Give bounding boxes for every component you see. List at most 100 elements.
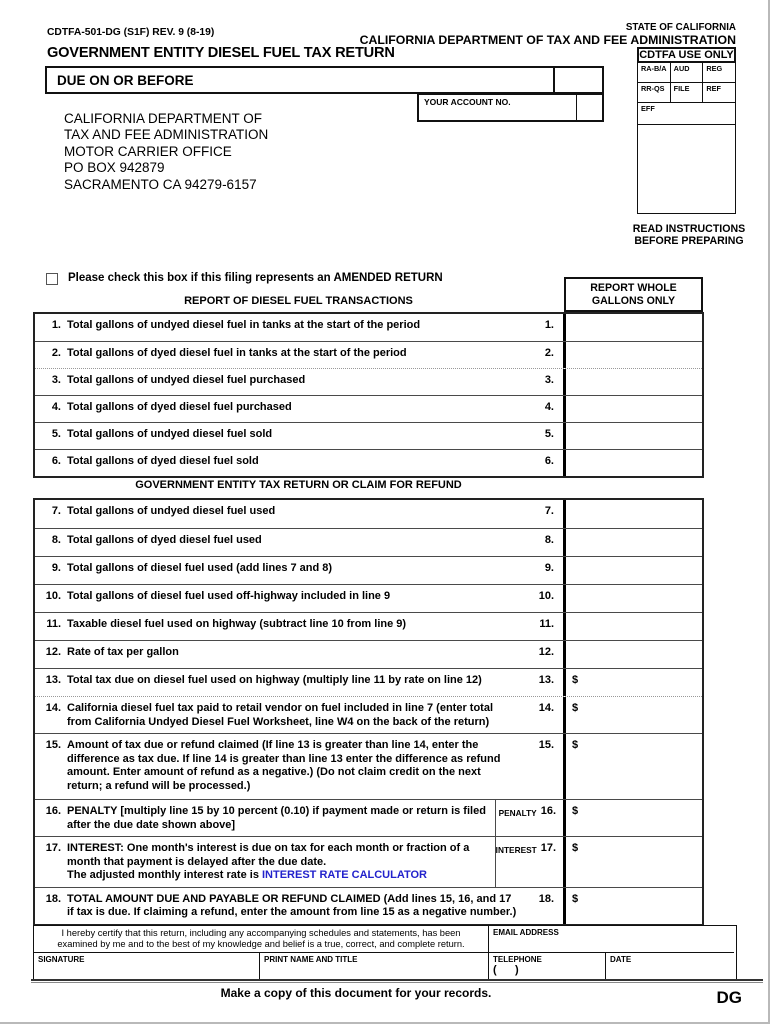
table-row: 11. Taxable diesel fuel used on highway (… <box>35 612 702 640</box>
email-address-field[interactable]: EMAIL ADDRESS <box>489 926 734 953</box>
line-number-left: 8. <box>51 534 61 546</box>
line-number-right: 4. <box>544 401 554 413</box>
due-date-cell[interactable] <box>553 68 602 92</box>
print-name-title-field[interactable]: PRINT NAME AND TITLE <box>260 953 489 979</box>
line-number-right: 15. <box>538 739 554 751</box>
table-row: 2. Total gallons of dyed diesel fuel in t… <box>35 341 702 368</box>
line-16-value-cell[interactable]: $ <box>566 800 702 836</box>
use-cell-reg: REG <box>703 63 736 83</box>
double-rule-divider <box>31 979 763 983</box>
row-description: 17. INTEREST: One month's interest is due… <box>35 837 566 887</box>
line-number-left: 5. <box>51 428 61 440</box>
row-description: 6. Total gallons of dyed diesel fuel sold… <box>35 450 566 476</box>
row-description: 3. Total gallons of undyed diesel fuel pu… <box>35 369 566 395</box>
line-number-left: 17. <box>45 842 61 854</box>
line-4-value-cell[interactable] <box>566 396 702 422</box>
signature-field[interactable]: SIGNATURE <box>34 953 260 979</box>
line-number-left: 15. <box>45 739 61 751</box>
row-description: 12. Rate of tax per gallon 12. <box>35 641 566 668</box>
table-row: 4. Total gallons of dyed diesel fuel purc… <box>35 395 702 422</box>
line-number-right: 7. <box>544 505 554 517</box>
line-number-right: 12. <box>538 646 554 658</box>
line-number-left: 3. <box>51 374 61 386</box>
row-text: PENALTY [multiply line 15 by 10 percent … <box>67 805 486 831</box>
line-12-value-cell[interactable] <box>566 641 702 668</box>
table-row: 18. TOTAL AMOUNT DUE AND PAYABLE OR REFUN… <box>35 886 702 924</box>
date-field[interactable]: DATE <box>606 953 734 979</box>
address-line: TAX AND FEE ADMINISTRATION <box>64 127 269 143</box>
table-row: 13. Total tax due on diesel fuel used on … <box>35 668 702 696</box>
dollar-sign: $ <box>572 674 579 686</box>
dollar-sign: $ <box>572 805 579 817</box>
line-number-right: 2. <box>544 347 554 359</box>
table-row: 10. Total gallons of diesel fuel used off… <box>35 584 702 612</box>
report-of-transactions-header: REPORT OF DIESEL FUEL TRANSACTIONS <box>184 295 413 307</box>
signature-label: SIGNATURE <box>38 955 85 964</box>
certification-statement: I hereby certify that this return, inclu… <box>34 926 489 953</box>
line-2-value-cell[interactable] <box>566 342 702 368</box>
line-number-right: 8. <box>544 534 554 546</box>
table-row: 8. Total gallons of dyed diesel fuel used… <box>35 528 702 556</box>
table-row: 12. Rate of tax per gallon 12. <box>35 640 702 668</box>
line-1-value-cell[interactable] <box>566 314 702 341</box>
line-number-left: 12. <box>45 646 61 658</box>
subcell-label: PENALTY <box>498 808 537 818</box>
line-number-left: 18. <box>45 892 61 905</box>
telephone-field[interactable]: TELEPHONE ( ) <box>489 953 606 979</box>
dollar-sign: $ <box>572 842 579 854</box>
account-number-field[interactable]: YOUR ACCOUNT NO. <box>424 97 511 107</box>
line-6-value-cell[interactable] <box>566 450 702 476</box>
form-corner-code: DG <box>716 988 743 1007</box>
line-number-right: 5. <box>544 428 554 440</box>
address-line: CALIFORNIA DEPARTMENT OF <box>64 111 263 126</box>
amended-return-checkbox[interactable] <box>46 273 58 285</box>
line-number-right: 17. <box>540 842 556 854</box>
line-number-left: 10. <box>45 590 61 602</box>
row-text: Total gallons of dyed diesel fuel in tan… <box>67 347 407 359</box>
address-line: PO BOX 942879 <box>64 160 165 176</box>
line-7-value-cell[interactable] <box>566 500 702 528</box>
penalty-interest-subcell: PENALTY 16. <box>495 800 563 836</box>
account-number-suffix-cell[interactable] <box>576 95 602 120</box>
line-11-value-cell[interactable] <box>566 613 702 640</box>
due-on-or-before-label: DUE ON OR BEFORE <box>57 73 194 88</box>
line-15-value-cell[interactable]: $ <box>566 734 702 799</box>
table-row: 3. Total gallons of undyed diesel fuel pu… <box>35 368 702 395</box>
telephone-label: TELEPHONE <box>493 955 542 964</box>
line-5-value-cell[interactable] <box>566 423 702 449</box>
table-row: 14. California diesel fuel tax paid to re… <box>35 696 702 733</box>
address-line: SACRAMENTO CA 94279-6157 <box>64 176 257 192</box>
interest-rate-calculator-link[interactable]: INTEREST RATE CALCULATOR <box>262 869 427 881</box>
row-text: Total gallons of undyed diesel fuel in t… <box>67 319 421 331</box>
cdtfa-use-only-title: CDTFA USE ONLY <box>637 47 736 63</box>
copy-note: Make a copy of this document for your re… <box>220 986 492 1000</box>
state-line: STATE OF CALIFORNIA <box>625 22 736 33</box>
department-line: CALIFORNIA DEPARTMENT OF TAX AND FEE ADM… <box>359 33 736 47</box>
line-8-value-cell[interactable] <box>566 529 702 556</box>
row-description: 4. Total gallons of dyed diesel fuel purc… <box>35 396 566 422</box>
row-text: Total gallons of diesel fuel used (add l… <box>67 562 333 574</box>
row-description: 15. Amount of tax due or refund claimed (… <box>35 734 566 799</box>
line-14-value-cell[interactable]: $ <box>566 697 702 733</box>
telephone-value: ( ) <box>493 964 519 976</box>
row-description: 2. Total gallons of dyed diesel fuel in t… <box>35 342 566 368</box>
date-label: DATE <box>610 955 632 964</box>
line-3-value-cell[interactable] <box>566 369 702 395</box>
line-number-left: 6. <box>51 455 61 467</box>
gallons-header-line1: REPORT WHOLE <box>590 282 677 294</box>
email-address-label: EMAIL ADDRESS <box>493 928 559 937</box>
line-18-value-cell[interactable]: $ <box>566 888 702 924</box>
cdtfa-use-only-grid: RA-B/A AUD REG RR-QS FILE REF EFF <box>637 63 736 214</box>
row-text: Total gallons of undyed diesel fuel sold <box>67 428 273 440</box>
due-on-or-before-box: DUE ON OR BEFORE <box>45 66 604 94</box>
page-title: GOVERNMENT ENTITY DIESEL FUEL TAX RETURN <box>47 45 395 61</box>
line-17-value-cell[interactable]: $ <box>566 837 702 887</box>
form-number: CDTFA-501-DG (S1F) REV. 9 (8-19) <box>47 27 215 38</box>
line-9-value-cell[interactable] <box>566 557 702 584</box>
line-10-value-cell[interactable] <box>566 585 702 612</box>
row-text: INTEREST: One month's interest is due on… <box>61 837 495 887</box>
line-13-value-cell[interactable]: $ <box>566 669 702 696</box>
diesel-fuel-transactions-table: 1. Total gallons of undyed diesel fuel in… <box>33 312 704 478</box>
line-number-right: 14. <box>538 702 554 714</box>
use-cell-file: FILE <box>670 83 704 103</box>
